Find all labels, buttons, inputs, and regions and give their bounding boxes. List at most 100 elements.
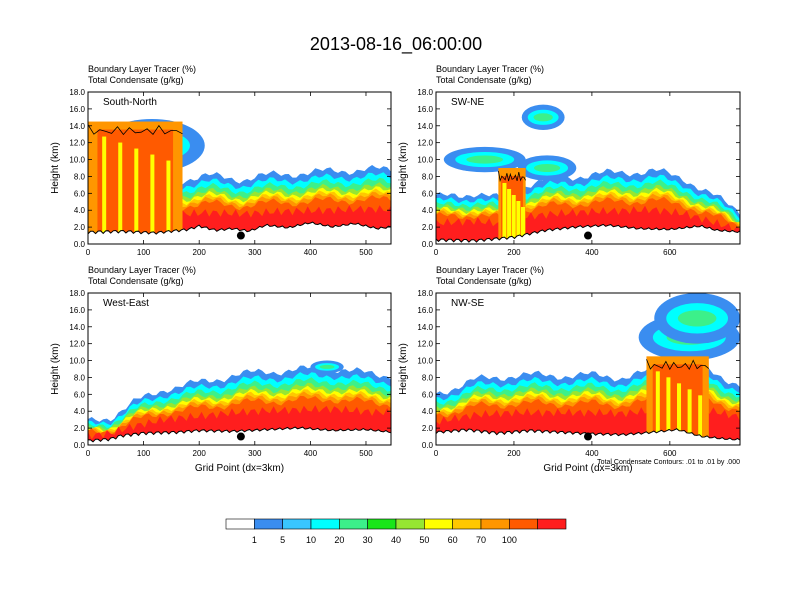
y-tick-label: 6.0 [74,390,86,399]
storm-column [502,183,507,239]
storm-column [698,395,703,440]
y-tick-label: 16.0 [69,105,85,114]
colorbar-swatch [310,518,340,530]
colorbar-label: 70 [476,535,486,545]
x-tick-label: 400 [585,449,599,458]
location-marker [236,432,245,441]
field-label-tracer: Boundary Layer Tracer (%) [88,265,196,275]
y-tick-label: 12.0 [417,340,433,349]
storm-column [507,189,512,239]
plot-frame [87,91,392,245]
cross-section-label: South-North [103,97,157,108]
colorbar-swatch [254,518,283,530]
x-tick-label: 0 [434,449,439,458]
colorbar-swatch [509,518,538,530]
y-tick-label: 10.0 [69,357,85,366]
anvil-inner-1 [466,155,504,164]
y-tick-label: 8.0 [74,172,86,181]
y-tick-label: 14.0 [417,122,433,131]
y-tick-label: 12.0 [69,340,85,349]
colorbar-label: 40 [391,535,401,545]
x-axis-title: Grid Point (dx=3km) [543,463,632,474]
y-tick-label: 8.0 [74,373,86,382]
x-tick-label: 0 [434,248,439,257]
colorbar-swatch [424,518,453,530]
field-label-tracer: Boundary Layer Tracer (%) [436,64,544,74]
x-tick-label: 400 [304,248,318,257]
y-tick-label: 12.0 [69,139,85,148]
colorbar-swatch [225,518,255,530]
storm-column [521,207,526,239]
storm-column [516,201,521,239]
y-tick-label: 14.0 [69,122,85,131]
colorbar-swatch [395,518,425,530]
colorbar-label: 100 [502,535,517,545]
x-tick-label: 100 [137,449,151,458]
field-label-condensate: Total Condensate (g/kg) [436,75,532,85]
x-tick-label: 500 [359,449,373,458]
plot-frame [435,91,741,245]
colorbar-swatch [452,518,482,530]
y-tick-label: 6.0 [422,189,434,198]
x-tick-label: 200 [507,449,521,458]
anvil-inner-2 [677,310,717,327]
anvil-inner-1 [319,364,335,369]
y-tick-label: 18.0 [69,289,85,298]
colorbar-swatch [282,518,312,530]
colorbar-label: 30 [363,535,373,545]
panel-2: 0.0 2.0 4.0 6.0 8.0 10.0 12.0 14.0 16.0 18.0 0 200 4… [398,64,741,257]
y-tick-label: 8.0 [422,172,434,181]
colorbar-label: 10 [306,535,316,545]
location-marker [236,231,245,240]
cross-section-label: West-East [103,298,149,309]
colorbar-swatch [480,518,510,530]
y-tick-label: 0.0 [422,441,434,450]
y-tick-label: 18.0 [417,88,433,97]
y-tick-label: 2.0 [422,223,434,232]
colorbar-swatch [339,518,368,530]
x-tick-label: 400 [585,248,599,257]
storm-column [666,377,671,440]
y-tick-label: 2.0 [74,424,86,433]
x-axis-title: Grid Point (dx=3km) [195,463,284,474]
location-marker [584,432,592,441]
field-label-tracer: Boundary Layer Tracer (%) [436,265,544,275]
y-axis-title: Height (km) [398,343,409,395]
y-tick-label: 0.0 [74,441,86,450]
field-label-tracer: Boundary Layer Tracer (%) [88,64,196,74]
y-tick-label: 0.0 [422,240,434,249]
y-tick-label: 18.0 [69,88,85,97]
x-tick-label: 600 [663,248,677,257]
storm-column [687,389,692,440]
x-tick-label: 200 [507,248,521,257]
plot-frame [87,292,392,446]
colorbar-label: 60 [448,535,458,545]
storm-column [655,371,660,440]
x-tick-label: 0 [86,449,91,458]
y-axis-title: Height (km) [50,142,61,194]
y-tick-label: 2.0 [422,424,434,433]
storm-column [150,154,155,239]
y-tick-label: 14.0 [417,323,433,332]
x-tick-label: 100 [137,248,151,257]
panel-4: 0.0 2.0 4.0 6.0 8.0 10.0 12.0 14.0 16.0 18.0 0 200 4… [398,265,741,474]
tracer-field [436,104,740,244]
y-tick-label: 16.0 [417,306,433,315]
colorbar-label: 20 [334,535,344,545]
anvil-inner-2 [533,163,561,173]
colorbar: 1 5 10 20 30 40 50 60 70 100 [225,518,567,545]
colorbar-label: 50 [419,535,429,545]
y-tick-label: 14.0 [69,323,85,332]
y-axis-title: Height (km) [398,142,409,194]
storm-column [166,160,171,239]
field-label-condensate: Total Condensate (g/kg) [88,75,184,85]
storm-column [677,383,682,440]
y-tick-label: 10.0 [69,156,85,165]
storm-column [511,195,516,239]
figure-title: 2013-08-16_06:00:00 [310,34,482,55]
cross-section-label: SW-NE [451,97,484,108]
y-tick-label: 4.0 [74,407,86,416]
x-tick-label: 400 [304,449,318,458]
tracer-field [88,360,391,445]
